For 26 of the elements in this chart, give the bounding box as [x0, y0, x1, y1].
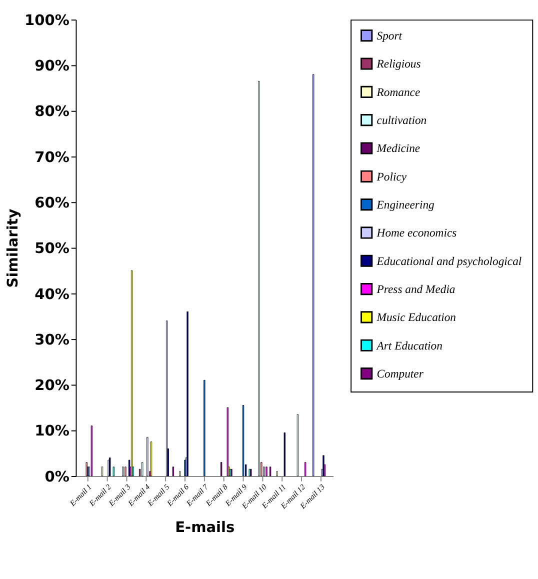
legend-label: Educational and psychological: [376, 254, 522, 268]
y-tick-label: 40%: [34, 286, 70, 303]
y-tick-label: 0%: [44, 468, 70, 486]
y-tick-label: 20%: [34, 377, 70, 394]
y-tick-label: 60%: [34, 194, 70, 212]
y-tick-label: 70%: [34, 148, 70, 166]
legend-label: Computer: [376, 367, 424, 380]
legend-label: Policy: [376, 170, 408, 184]
legend-label: Press and Media: [376, 282, 456, 296]
y-tick-label: 30%: [34, 331, 70, 348]
legend-label: Home economics: [376, 226, 458, 240]
x-axis-title: E-mails: [175, 518, 235, 536]
legend-label: Sport: [376, 29, 403, 42]
legend-label: Engineering: [376, 198, 435, 212]
y-tick-label: 90%: [34, 58, 70, 75]
legend-label: Art Education: [376, 339, 443, 352]
legend-label: Music Education: [376, 311, 456, 324]
legend-label: cultivation: [376, 114, 427, 127]
y-axis-title: Similarity: [4, 208, 22, 288]
y-tick-label: 100%: [24, 12, 70, 29]
y-tick-label: 10%: [34, 422, 70, 440]
legend-label: Religious: [376, 58, 422, 71]
y-tick-label: 50%: [34, 240, 70, 258]
legend-label: Medicine: [376, 142, 420, 156]
y-tick-label: 80%: [34, 103, 70, 120]
legend-label: Romance: [376, 86, 420, 99]
